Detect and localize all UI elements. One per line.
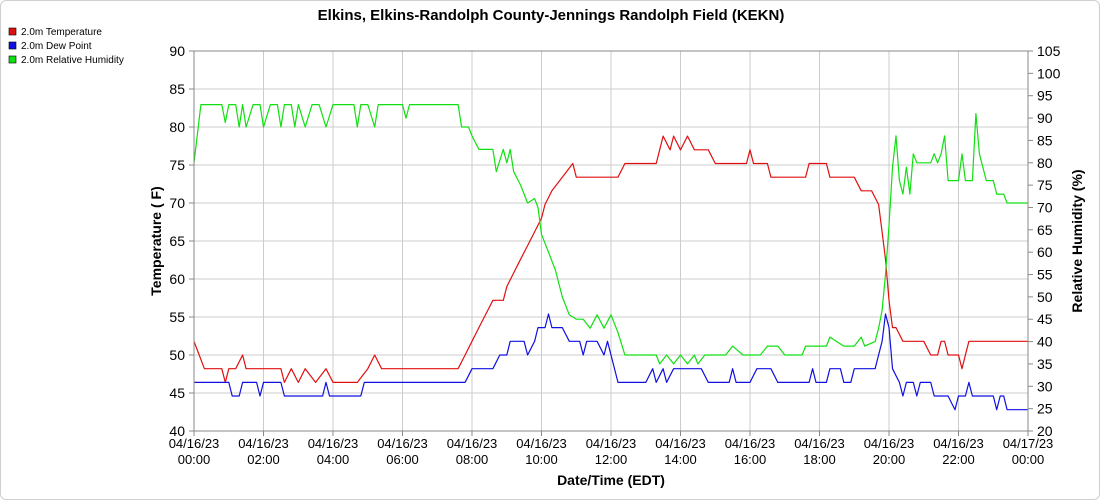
x-tick-time-label: 22:00 [942,452,975,467]
left-axis-ticks: 40 45 50 55 60 65 70 75 80 85 90 [169,43,194,439]
x-tick-time-label: 00:00 [178,452,211,467]
left-tick-label: 50 [169,347,185,363]
x-tick-date-label: 04/16/23 [238,436,289,451]
right-tick-label: 75 [1037,177,1053,193]
legend-swatch [8,55,17,64]
x-tick-time-label: 02:00 [247,452,280,467]
right-tick-label: 85 [1037,132,1053,148]
legend: 2.0m Temperature 2.0m Dew Point 2.0m Relat… [8,27,124,66]
x-tick-date-label: 04/16/23 [794,436,845,451]
y-axis-right-label: Relative Humidity (%) [1069,169,1085,312]
legend-swatch [8,41,17,50]
right-tick-label: 40 [1037,334,1053,350]
grid-lines [193,50,1029,432]
series-lines [193,104,1028,411]
right-tick-label: 70 [1037,199,1053,215]
x-tick-time-label: 00:00 [1012,452,1045,467]
x-tick-date-label: 04/16/23 [586,436,637,451]
right-axis-ticks: 20 25 30 35 40 45 50 55 60 65 70 75 80 85 90 95 100 105 [1028,43,1061,439]
left-tick-label: 80 [169,119,185,135]
right-tick-label: 25 [1037,401,1053,417]
x-tick-date-label: 04/16/23 [377,436,428,451]
right-tick-label: 95 [1037,88,1053,104]
right-tick-label: 35 [1037,356,1053,372]
left-tick-label: 70 [169,195,185,211]
legend-swatch [8,27,17,36]
right-tick-label: 50 [1037,289,1053,305]
x-tick-date-label: 04/16/23 [447,436,498,451]
right-tick-label: 100 [1037,65,1061,81]
right-tick-label: 45 [1037,311,1053,327]
right-tick-label: 60 [1037,244,1053,260]
x-tick-date-label: 04/17/23 [1003,436,1054,451]
legend-label: 2.0m Temperature [21,27,102,38]
legend-label: 2.0m Relative Humidity [21,55,124,66]
legend-label: 2.0m Dew Point [21,41,92,52]
left-tick-label: 45 [169,385,185,401]
x-tick-date-label: 04/16/23 [725,436,776,451]
right-tick-label: 55 [1037,267,1053,283]
right-tick-label: 30 [1037,378,1053,394]
series-line-2-0m-relative-humidity [193,104,1028,365]
x-tick-date-label: 04/16/23 [655,436,706,451]
x-axis-label: Date/Time (EDT) [557,472,665,488]
right-tick-label: 20 [1037,423,1053,439]
x-tick-time-label: 04:00 [317,452,350,467]
x-tick-date-label: 04/16/23 [169,436,220,451]
x-tick-date-label: 04/16/23 [933,436,984,451]
x-tick-time-label: 16:00 [734,452,767,467]
x-tick-time-label: 12:00 [595,452,628,467]
left-tick-label: 65 [169,233,185,249]
x-tick-time-label: 08:00 [456,452,489,467]
x-tick-time-label: 20:00 [873,452,906,467]
x-tick-date-label: 04/16/23 [864,436,915,451]
chart-title: Elkins, Elkins-Randolph County-Jennings … [318,7,785,24]
x-tick-time-label: 10:00 [525,452,558,467]
left-tick-label: 55 [169,309,185,325]
x-tick-date-label: 04/16/23 [516,436,567,451]
x-tick-time-label: 06:00 [386,452,419,467]
x-tick-date-label: 04/16/23 [308,436,359,451]
left-tick-label: 85 [169,81,185,97]
right-tick-label: 80 [1037,155,1053,171]
series-line-2-0m-temperature [193,135,1028,383]
y-axis-left-label: Temperature ( F) [148,186,164,295]
left-tick-label: 75 [169,157,185,173]
series-line-2-0m-dew-point [194,313,1028,411]
left-tick-label: 90 [169,43,185,59]
right-tick-label: 90 [1037,110,1053,126]
right-tick-label: 65 [1037,222,1053,238]
left-tick-label: 40 [169,423,185,439]
right-tick-label: 105 [1037,43,1061,59]
x-tick-time-label: 14:00 [664,452,697,467]
x-tick-time-label: 18:00 [803,452,836,467]
x-axis-ticks: 04/16/2300:0004/16/2302:0004/16/2304:000… [169,431,1054,467]
left-tick-label: 60 [169,271,185,287]
